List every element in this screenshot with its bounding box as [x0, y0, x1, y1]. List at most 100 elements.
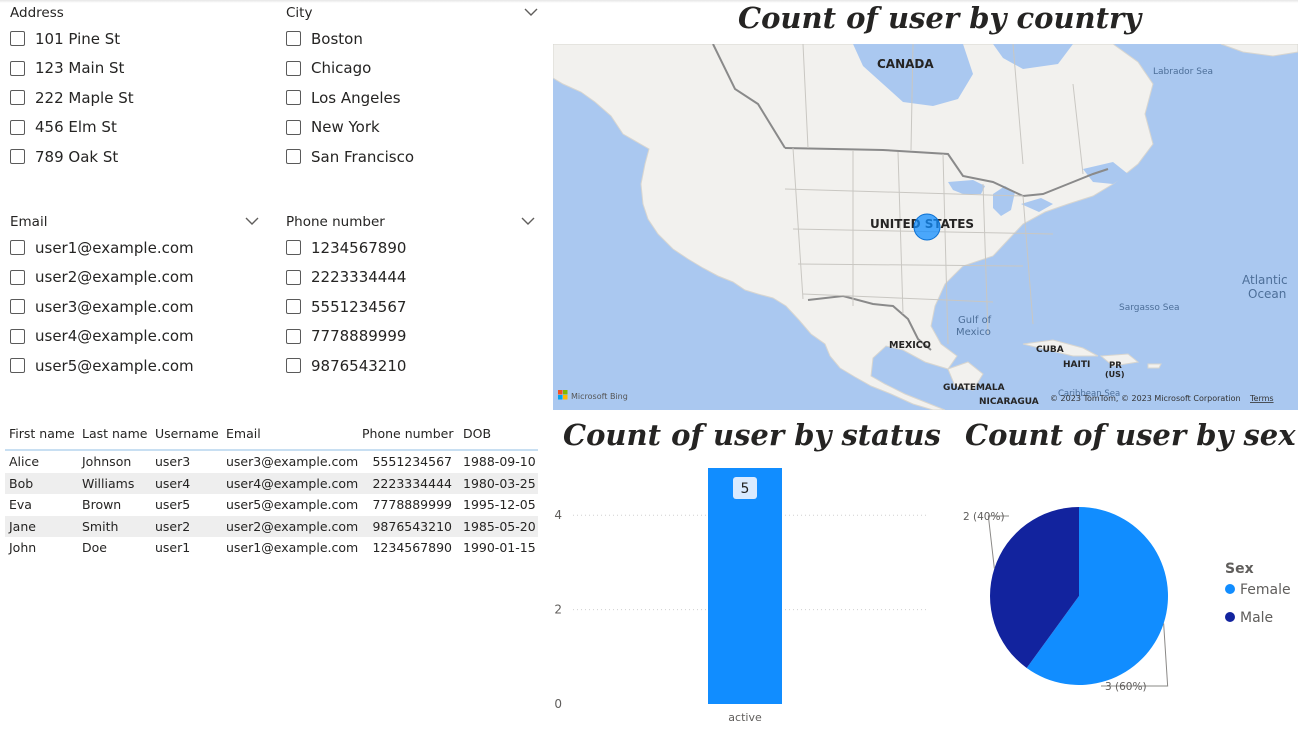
bar-active[interactable] [708, 468, 782, 704]
address-option[interactable]: 789 Oak St [10, 142, 260, 172]
map-label-sargasso-sea: Sargasso Sea [1119, 303, 1180, 313]
users-table: First name Last name Username Email Phon… [5, 424, 538, 559]
phone-option[interactable]: 2223334444 [286, 263, 540, 293]
checkbox[interactable] [10, 149, 25, 165]
checkbox[interactable] [10, 240, 25, 256]
cell-email: user5@example.com [226, 497, 359, 512]
phone-option-label: 7778889999 [311, 327, 407, 346]
map-attribution: © 2023 TomTom, © 2023 Microsoft Corporat… [1050, 394, 1241, 403]
checkbox[interactable] [286, 119, 301, 135]
checkbox[interactable] [10, 60, 25, 76]
alaska-border [712, 44, 786, 149]
email-option[interactable]: user1@example.com [10, 233, 260, 263]
checkbox[interactable] [10, 299, 25, 315]
city-option-label: Chicago [311, 59, 372, 78]
email-option[interactable]: user5@example.com [10, 351, 260, 381]
legend-item-male[interactable]: Male [1240, 610, 1273, 626]
table-row[interactable]: Eva Brown user5 user5@example.com 7778889999… [5, 494, 538, 516]
phone-option[interactable]: 9876543210 [286, 351, 540, 381]
column-header-phone-number[interactable]: Phone number [362, 426, 454, 441]
column-header-first-name[interactable]: First name [9, 426, 75, 441]
table-row[interactable]: Alice Johnson user3 user3@example.com 555123… [5, 451, 538, 473]
table-row[interactable]: Bob Williams user4 user4@example.com 2223334… [5, 472, 538, 494]
phone-option[interactable]: 7778889999 [286, 322, 540, 352]
checkbox[interactable] [286, 269, 301, 285]
map-bubble-united-states[interactable] [913, 213, 941, 241]
checkbox[interactable] [286, 149, 301, 165]
table-row[interactable]: John Doe user1 user1@example.com 1234567890 1… [5, 537, 538, 559]
address-option-label: 789 Oak St [35, 147, 119, 166]
city-option[interactable]: Boston [286, 24, 540, 54]
checkbox[interactable] [286, 60, 301, 76]
phone-option-label: 2223334444 [311, 268, 407, 287]
country-map[interactable]: CANADA UNITED STATES MEXICO CUBA HAITI P… [553, 44, 1298, 410]
checkbox[interactable] [10, 119, 25, 135]
map-label-atlantic: Atlantic [1242, 273, 1288, 287]
checkbox[interactable] [10, 328, 25, 344]
pie-slice-female[interactable] [1026, 507, 1168, 685]
column-header-last-name[interactable]: Last name [82, 426, 148, 441]
checkbox[interactable] [286, 90, 301, 106]
phone-option[interactable]: 5551234567 [286, 292, 540, 322]
email-option[interactable]: user2@example.com [10, 263, 260, 293]
map-label-labrador-sea: Labrador Sea [1153, 67, 1213, 77]
checkbox[interactable] [10, 269, 25, 285]
checkbox[interactable] [286, 328, 301, 344]
address-option[interactable]: 123 Main St [10, 54, 260, 84]
email-option-label: user3@example.com [35, 297, 194, 316]
legend-marker[interactable] [1225, 612, 1235, 622]
pie-data-label: 3 (60%) [1105, 681, 1147, 693]
pie-data-label: 2 (40%) [963, 511, 1005, 523]
city-slicer: City Boston Chicago Los Angeles New York San… [286, 5, 540, 172]
checkbox[interactable] [286, 240, 301, 256]
cell-phone-number: 5551234567 [372, 454, 452, 469]
phone-option[interactable]: 1234567890 [286, 233, 540, 263]
cell-email: user1@example.com [226, 540, 359, 555]
table-row[interactable]: Jane Smith user2 user2@example.com 987654321… [5, 515, 538, 537]
address-option-label: 123 Main St [35, 59, 125, 78]
column-header-email[interactable]: Email [226, 426, 261, 441]
sex-pie-chart: 3 (60%) 2 (40%) Sex Female Male [963, 507, 1291, 693]
address-option[interactable]: 101 Pine St [10, 24, 260, 54]
st-lawrence [1083, 162, 1128, 184]
status-bar-chart: 0 2 4 5 active [554, 468, 926, 724]
bar-data-label: 5 [741, 481, 750, 497]
city-option[interactable]: San Francisco [286, 142, 540, 172]
checkbox[interactable] [10, 90, 25, 106]
email-option-label: user2@example.com [35, 268, 194, 287]
cell-phone-number: 2223334444 [372, 475, 452, 491]
checkbox[interactable] [286, 299, 301, 315]
puerto-rico-island [1147, 363, 1162, 369]
address-option[interactable]: 456 Elm St [10, 113, 260, 143]
city-slicer-header: City [286, 5, 540, 23]
map-terms-link[interactable]: Terms [1249, 394, 1274, 403]
cell-last-name: Johnson [82, 454, 132, 469]
checkbox[interactable] [286, 358, 301, 374]
address-option-label: 101 Pine St [35, 29, 121, 48]
column-header-username[interactable]: Username [155, 426, 219, 441]
legend-item-female[interactable]: Female [1240, 582, 1291, 598]
column-header-dob[interactable]: DOB [463, 426, 492, 441]
us-canada-border [784, 147, 1109, 198]
address-option[interactable]: 222 Maple St [10, 83, 260, 113]
email-slicer: Email user1@example.com user2@example.com… [10, 214, 260, 381]
city-slicer-title: City [286, 5, 313, 21]
checkbox[interactable] [10, 31, 25, 47]
checkbox[interactable] [10, 358, 25, 374]
chevron-down-icon[interactable] [244, 214, 260, 228]
chevron-down-icon[interactable] [523, 5, 539, 19]
hispaniola-island [1099, 353, 1140, 367]
map-title: Count of user by country [738, 1, 1142, 35]
city-option[interactable]: New York [286, 113, 540, 143]
email-option[interactable]: user4@example.com [10, 322, 260, 352]
checkbox[interactable] [286, 31, 301, 47]
y-tick-label: 4 [554, 508, 562, 522]
chevron-down-icon[interactable] [520, 214, 536, 228]
table-body: Alice Johnson user3 user3@example.com 555123… [5, 451, 538, 559]
city-option[interactable]: Los Angeles [286, 83, 540, 113]
cell-first-name: John [9, 540, 37, 555]
email-option[interactable]: user3@example.com [10, 292, 260, 322]
pie-slice-male[interactable] [990, 507, 1079, 669]
legend-marker[interactable] [1225, 584, 1235, 594]
city-option[interactable]: Chicago [286, 54, 540, 84]
